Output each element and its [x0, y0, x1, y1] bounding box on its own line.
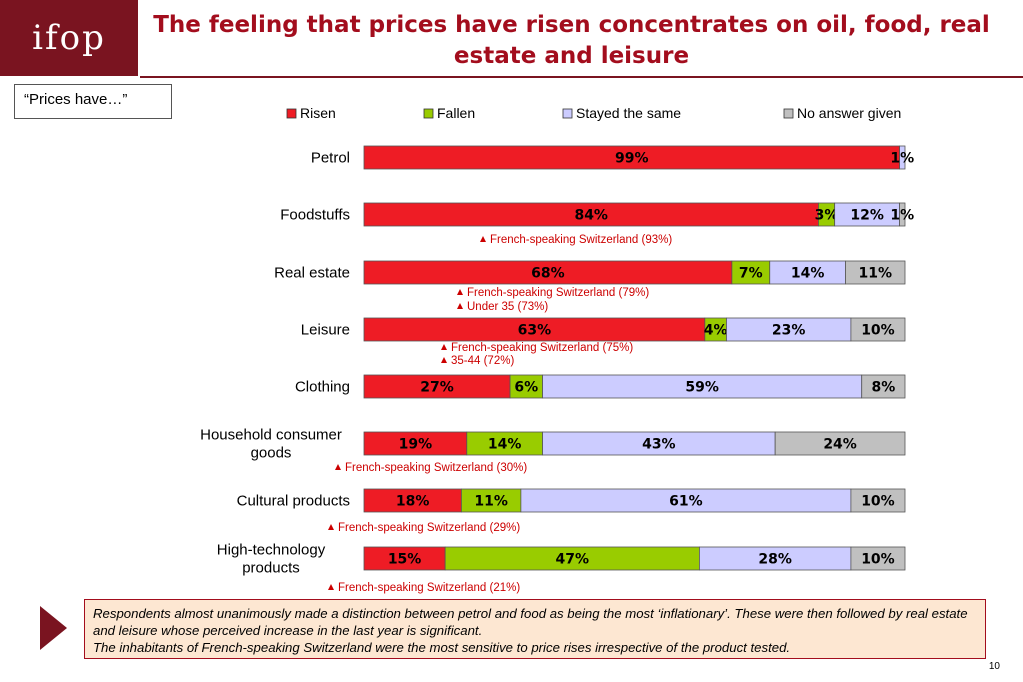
- data-label-high-technology-products-risen: 15%: [388, 552, 422, 568]
- data-label-petrol-risen: 99%: [615, 151, 649, 167]
- chart-bars: Petrol 99% 1% Foodstuffs 84% 3% 12% 1% Real esta…: [200, 145, 914, 577]
- data-label-foodstuffs-stayed-the-same: 12%: [850, 208, 884, 224]
- chart-legend: Risen Fallen Stayed the same No answer give…: [286, 105, 901, 121]
- title-divider: [140, 76, 1023, 78]
- annotation-foodstuffs-1: French-speaking Switzerland (93%): [490, 234, 672, 246]
- data-label-household-consumer-goods-risen: 19%: [399, 437, 433, 453]
- bar-leisure-no-answer-given: [850, 317, 906, 342]
- data-label-clothing-no-answer-given: 8%: [871, 380, 895, 396]
- legend-swatch-fallen: [423, 108, 434, 119]
- up-triangle-icon: [328, 584, 334, 590]
- category-label-leisure: Leisure: [301, 322, 350, 339]
- up-triangle-icon: [441, 344, 447, 350]
- summary-line-1: Respondents almost unanimously made a di…: [93, 606, 968, 638]
- category-label-petrol: Petrol: [311, 150, 350, 167]
- page-number: 10: [988, 661, 1000, 672]
- up-triangle-icon: [457, 289, 463, 295]
- legend-swatch-no-answer-given: [783, 108, 794, 119]
- summary-box: Respondents almost unanimously made a di…: [84, 599, 986, 659]
- data-label-high-technology-products-fallen: 47%: [556, 552, 590, 568]
- data-label-clothing-risen: 27%: [420, 380, 454, 396]
- data-label-foodstuffs-no-answer-given: 1%: [890, 208, 914, 224]
- data-label-cultural-products-no-answer-given: 10%: [861, 494, 895, 510]
- data-label-household-consumer-goods-fallen: 14%: [488, 437, 522, 453]
- stacked-bar-chart: Risen Fallen Stayed the same No answer give…: [200, 105, 914, 594]
- page-title: The feeling that prices have risen conce…: [153, 12, 990, 69]
- category-label-foodstuffs: Foodstuffs: [280, 207, 350, 224]
- legend-label-fallen: Fallen: [437, 105, 475, 121]
- bar-high-technology-products-no-answer-given: [850, 546, 906, 571]
- category-label-household-consumer-goods-line-1: Household consumer: [200, 427, 342, 444]
- bar-cultural-products-no-answer-given: [850, 488, 906, 513]
- data-label-real-estate-stayed-the-same: 14%: [791, 266, 825, 282]
- ifop-logo: ifop: [32, 18, 106, 58]
- data-label-leisure-fallen: 4%: [704, 323, 728, 339]
- legend-swatch-stayed-the-same: [562, 108, 573, 119]
- annotation-household-consumer-goods-1: French-speaking Switzerland (30%): [345, 462, 527, 474]
- data-label-clothing-stayed-the-same: 59%: [685, 380, 719, 396]
- data-label-leisure-stayed-the-same: 23%: [772, 323, 806, 339]
- data-label-foodstuffs-risen: 84%: [574, 208, 608, 224]
- data-label-cultural-products-stayed-the-same: 61%: [669, 494, 703, 510]
- annotation-high-technology-products-1: French-speaking Switzerland (21%): [338, 582, 520, 594]
- bar-foodstuffs-no-answer-given: [899, 202, 906, 227]
- category-label-high-technology-products-line-1: High-technology: [217, 542, 326, 559]
- data-label-petrol-stayed-the-same: 1%: [890, 151, 914, 167]
- bar-petrol-stayed-the-same: [899, 145, 906, 170]
- legend-swatch-risen: [286, 108, 297, 119]
- up-triangle-icon: [335, 464, 341, 470]
- data-label-real-estate-no-answer-given: 11%: [858, 266, 892, 282]
- bar-household-consumer-goods-no-answer-given: [774, 431, 906, 456]
- data-label-cultural-products-risen: 18%: [396, 494, 430, 510]
- up-triangle-icon: [457, 303, 463, 309]
- summary-line-2: The inhabitants of French-speaking Switz…: [93, 640, 791, 655]
- annotation-real-estate-2: Under 35 (73%): [467, 301, 548, 313]
- data-label-high-technology-products-no-answer-given: 10%: [861, 552, 895, 568]
- data-label-household-consumer-goods-stayed-the-same: 43%: [642, 437, 676, 453]
- legend-label-no-answer-given: No answer given: [797, 105, 901, 121]
- bar-clothing-no-answer-given: [861, 374, 906, 399]
- category-label-high-technology-products-line-2: products: [242, 560, 300, 577]
- category-label-household-consumer-goods-line-2: goods: [251, 445, 292, 462]
- annotation-leisure-2: 35-44 (72%): [451, 355, 514, 367]
- question-label: “Prices have…”: [14, 84, 172, 119]
- category-label-cultural-products: Cultural products: [237, 493, 350, 510]
- data-label-clothing-fallen: 6%: [514, 380, 538, 396]
- data-label-real-estate-fallen: 7%: [739, 266, 763, 282]
- data-label-high-technology-products-stayed-the-same: 28%: [758, 552, 792, 568]
- data-label-leisure-risen: 63%: [518, 323, 552, 339]
- legend-label-stayed-the-same: Stayed the same: [576, 105, 681, 121]
- data-label-foodstuffs-fallen: 3%: [815, 208, 839, 224]
- up-triangle-icon: [328, 524, 334, 530]
- data-label-leisure-no-answer-given: 10%: [861, 323, 895, 339]
- annotation-cultural-products-1: French-speaking Switzerland (29%): [338, 522, 520, 534]
- legend-label-risen: Risen: [300, 105, 336, 121]
- category-label-clothing: Clothing: [295, 379, 350, 396]
- bar-real-estate-no-answer-given: [845, 260, 906, 285]
- annotation-leisure-1: French-speaking Switzerland (75%): [451, 342, 633, 354]
- data-label-household-consumer-goods-no-answer-given: 24%: [823, 437, 857, 453]
- data-label-real-estate-risen: 68%: [531, 266, 565, 282]
- up-triangle-icon: [441, 357, 447, 363]
- data-label-cultural-products-fallen: 11%: [474, 494, 508, 510]
- annotation-real-estate-1: French-speaking Switzerland (79%): [467, 287, 649, 299]
- summary-arrow-icon: [40, 606, 67, 650]
- up-triangle-icon: [480, 236, 486, 242]
- logo-box: ifop: [0, 0, 138, 76]
- category-label-real-estate: Real estate: [274, 265, 350, 282]
- chart-annotations: French-speaking Switzerland (93%) French-…: [328, 234, 672, 594]
